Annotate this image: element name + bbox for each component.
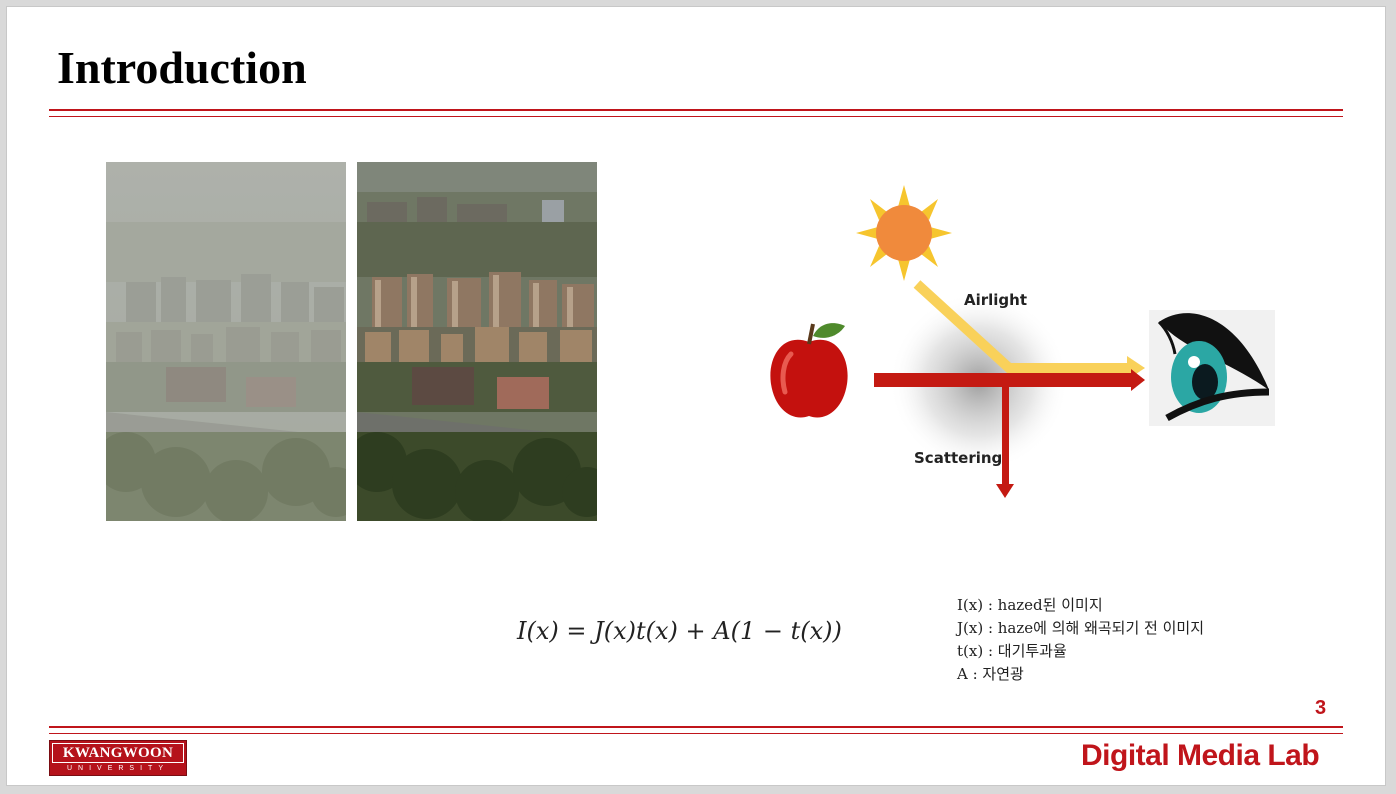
- airlight-label: Airlight: [964, 291, 1027, 309]
- sun-icon: [856, 185, 952, 281]
- apple-icon: [770, 323, 848, 418]
- lab-name: Digital Media Lab: [1081, 739, 1320, 772]
- airlight-ray: [913, 280, 1132, 373]
- university-logo: KWANGWOON UNIVERSITY: [49, 740, 187, 776]
- slide-title: Introduction: [57, 42, 307, 93]
- legend-item: J(x) : haze에 의해 왜곡되기 전 이미지: [957, 619, 1205, 637]
- title-divider: [49, 109, 1343, 117]
- legend-item: t(x) : 대기투과율: [957, 642, 1067, 660]
- formula-legend: I(x) : hazed된 이미지 J(x) : haze에 의해 왜곡되기 전…: [957, 594, 1204, 686]
- dehazed-city-photo: [357, 162, 597, 521]
- hazy-city-photo: [106, 162, 346, 521]
- legend-item: A : 자연광: [957, 665, 1024, 683]
- page-number: 3: [1315, 697, 1327, 719]
- footer-divider: [49, 726, 1343, 734]
- eye-icon: [1149, 310, 1275, 426]
- scattering-ray: [1002, 380, 1009, 492]
- scattering-label: Scattering: [914, 449, 1002, 467]
- scattering-arrowhead: [996, 484, 1014, 498]
- legend-item: I(x) : hazed된 이미지: [957, 596, 1103, 614]
- haze-model-formula: I(x) = J(x)t(x) + A(1 − t(x)): [517, 617, 842, 645]
- slide: Introduction: [6, 6, 1386, 786]
- logo-name: KWANGWOON: [52, 743, 184, 763]
- direct-arrowhead: [1131, 369, 1145, 391]
- logo-subtitle: UNIVERSITY: [66, 765, 169, 772]
- atmospheric-scattering-diagram: Airlight Scattering: [747, 172, 1287, 512]
